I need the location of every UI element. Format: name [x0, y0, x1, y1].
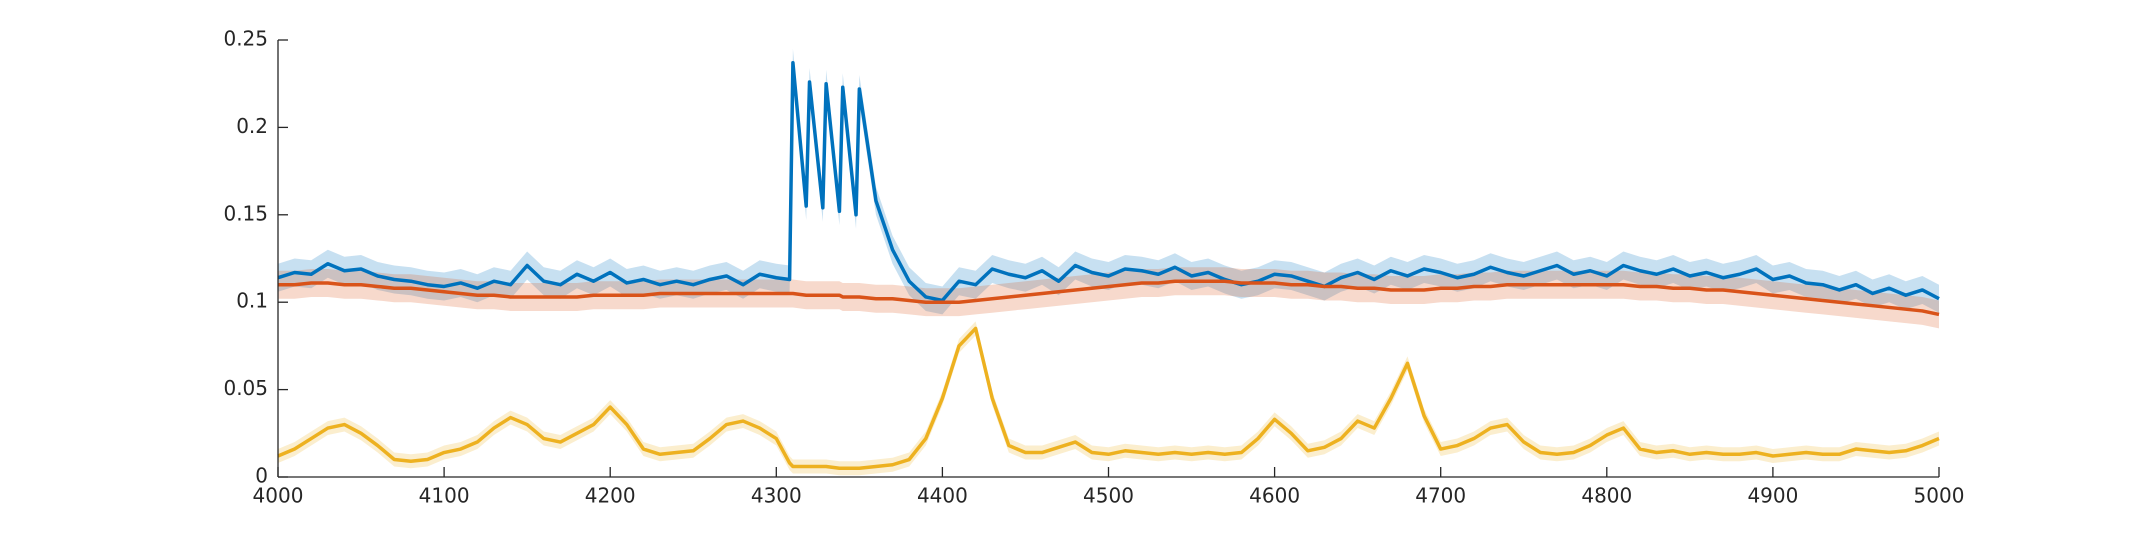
series-line	[277, 326, 1940, 471]
series-line	[277, 60, 1940, 303]
y-tick-label: 0.05	[223, 376, 268, 400]
lines	[277, 60, 1940, 471]
x-tick-label: 4100	[419, 484, 470, 508]
x-tick-label: 4500	[1083, 484, 1134, 508]
x-tick-label: 4700	[1415, 484, 1466, 508]
series-line	[278, 279, 1940, 317]
y-tick-label: 0.1	[236, 289, 268, 313]
x-tick-label: 4800	[1581, 484, 1632, 508]
x-tick-label: 4200	[585, 484, 636, 508]
x-tick-label: 4900	[1747, 484, 1798, 508]
y-tick-label: 0	[255, 464, 268, 488]
bands	[278, 48, 1939, 476]
error-band	[278, 267, 1939, 329]
y-tick-label: 0.2	[236, 114, 268, 138]
y-tick-label: 0.15	[223, 201, 268, 225]
axes: 0 0.05 0.1 0.15 0.2 0.25 4000 4100 4200 4300 4400 4…	[223, 27, 1964, 508]
x-tick-label: 4300	[751, 484, 802, 508]
x-tick-label: 4400	[917, 484, 968, 508]
x-tick-label: 4000	[253, 484, 304, 508]
error-band	[278, 321, 1939, 476]
x-tick-label: 5000	[1914, 484, 1965, 508]
y-tick-label: 0.25	[223, 27, 268, 51]
x-tick-label: 4600	[1249, 484, 1300, 508]
